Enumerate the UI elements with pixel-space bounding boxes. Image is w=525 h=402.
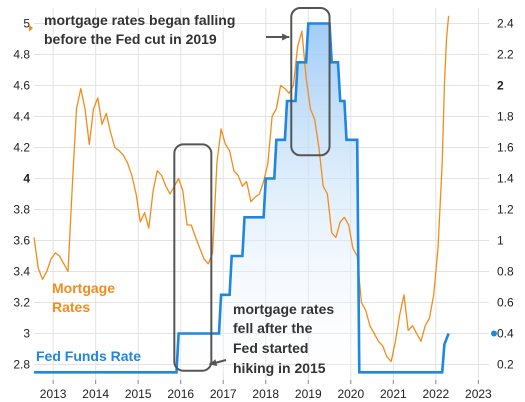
y-right-tick-label: 0.2 — [497, 358, 514, 372]
y-left-tick-label: 3.4 — [13, 265, 30, 279]
annotation-top-line1: mortgage rates began falling — [44, 12, 235, 28]
y-left-tick-label: 4.4 — [13, 110, 30, 124]
x-tick-label: 2018 — [252, 387, 279, 401]
x-tick-label: 2017 — [210, 387, 237, 401]
y-axis-left: 2.8 3 3.2 3.4 3.6 3.8 4 4.2 4.4 4.6 4.8 5 — [13, 17, 30, 372]
y-left-tick-label: 5 — [23, 17, 30, 31]
y-right-tick-label: 1.6 — [497, 141, 514, 155]
y-right-tick-label: 0.8 — [497, 265, 514, 279]
y-axis-right: 0.2 0.4 0.6 0.8 1 1.2 1.4 1.6 1.8 2 2.2 2.4 — [497, 17, 514, 372]
annotation-bottom-line3: Fed started — [233, 340, 308, 356]
y-right-tick-label: 2.4 — [497, 17, 514, 31]
x-tick-label: 2013 — [40, 387, 67, 401]
x-tick-label: 2023 — [465, 387, 492, 401]
y-left-tick-label: 4.8 — [13, 48, 30, 62]
fed-last-value-marker — [491, 330, 497, 337]
y-left-tick-label: 4 — [23, 172, 30, 186]
x-tick-label: 2020 — [337, 387, 364, 401]
arrow-to-2016-box-head — [209, 359, 218, 366]
y-left-tick-label: 3 — [23, 327, 30, 341]
y-right-tick-label: 1 — [497, 234, 504, 248]
y-left-tick-label: 4.6 — [13, 79, 30, 93]
y-left-tick-label: 2.8 — [13, 358, 30, 372]
y-right-tick-label: 1.2 — [497, 203, 514, 217]
x-tick-label: 2014 — [82, 387, 109, 401]
x-tick-label: 2019 — [295, 387, 322, 401]
y-right-tick-label: 1.4 — [497, 172, 514, 186]
x-tick-label: 2021 — [380, 387, 407, 401]
y-left-tick-label: 3.8 — [13, 203, 30, 217]
y-right-tick-label: 0.6 — [497, 296, 514, 310]
y-left-tick-label: 3.2 — [13, 296, 30, 310]
highlight-boxes — [173, 7, 331, 372]
y-right-tick-label: 2.2 — [497, 48, 514, 62]
arrow-to-2019-box-head — [282, 33, 290, 41]
x-axis: 2013 2014 2015 2016 2017 2018 2019 2020 2021 2022… — [40, 380, 492, 401]
highlight-box-2 — [290, 7, 331, 157]
mortgage-rates-line — [33, 15, 450, 363]
fed-funds-area — [34, 23, 449, 373]
annotation-bottom-line1: mortgage rates — [233, 301, 334, 317]
mortgage-series-label-line1: Mortgage — [52, 280, 115, 296]
annotation-arrows — [209, 33, 290, 366]
x-tick-label: 2016 — [167, 387, 194, 401]
mortgage-last-value-marker — [29, 24, 33, 32]
x-tick-label: 2015 — [125, 387, 152, 401]
y-left-tick-label: 4.2 — [13, 141, 30, 155]
x-tick-label: 2022 — [422, 387, 449, 401]
fed-series-label: Fed Funds Rate — [36, 348, 141, 364]
highlight-box-1 — [173, 143, 213, 372]
y-right-tick-label: 1.8 — [497, 110, 514, 124]
mortgage-series-label-line2: Rates — [52, 299, 90, 315]
annotation-bottom-line4: hiking in 2015 — [233, 360, 326, 376]
y-left-tick-label: 3.6 — [13, 234, 30, 248]
annotation-bottom-line2: fell after the — [233, 320, 313, 336]
y-right-tick-label: 2 — [497, 79, 504, 93]
last-value-markers — [29, 24, 497, 337]
annotation-top-line2: before the Fed cut in 2019 — [44, 31, 217, 47]
y-right-tick-label: 0.4 — [497, 327, 514, 341]
